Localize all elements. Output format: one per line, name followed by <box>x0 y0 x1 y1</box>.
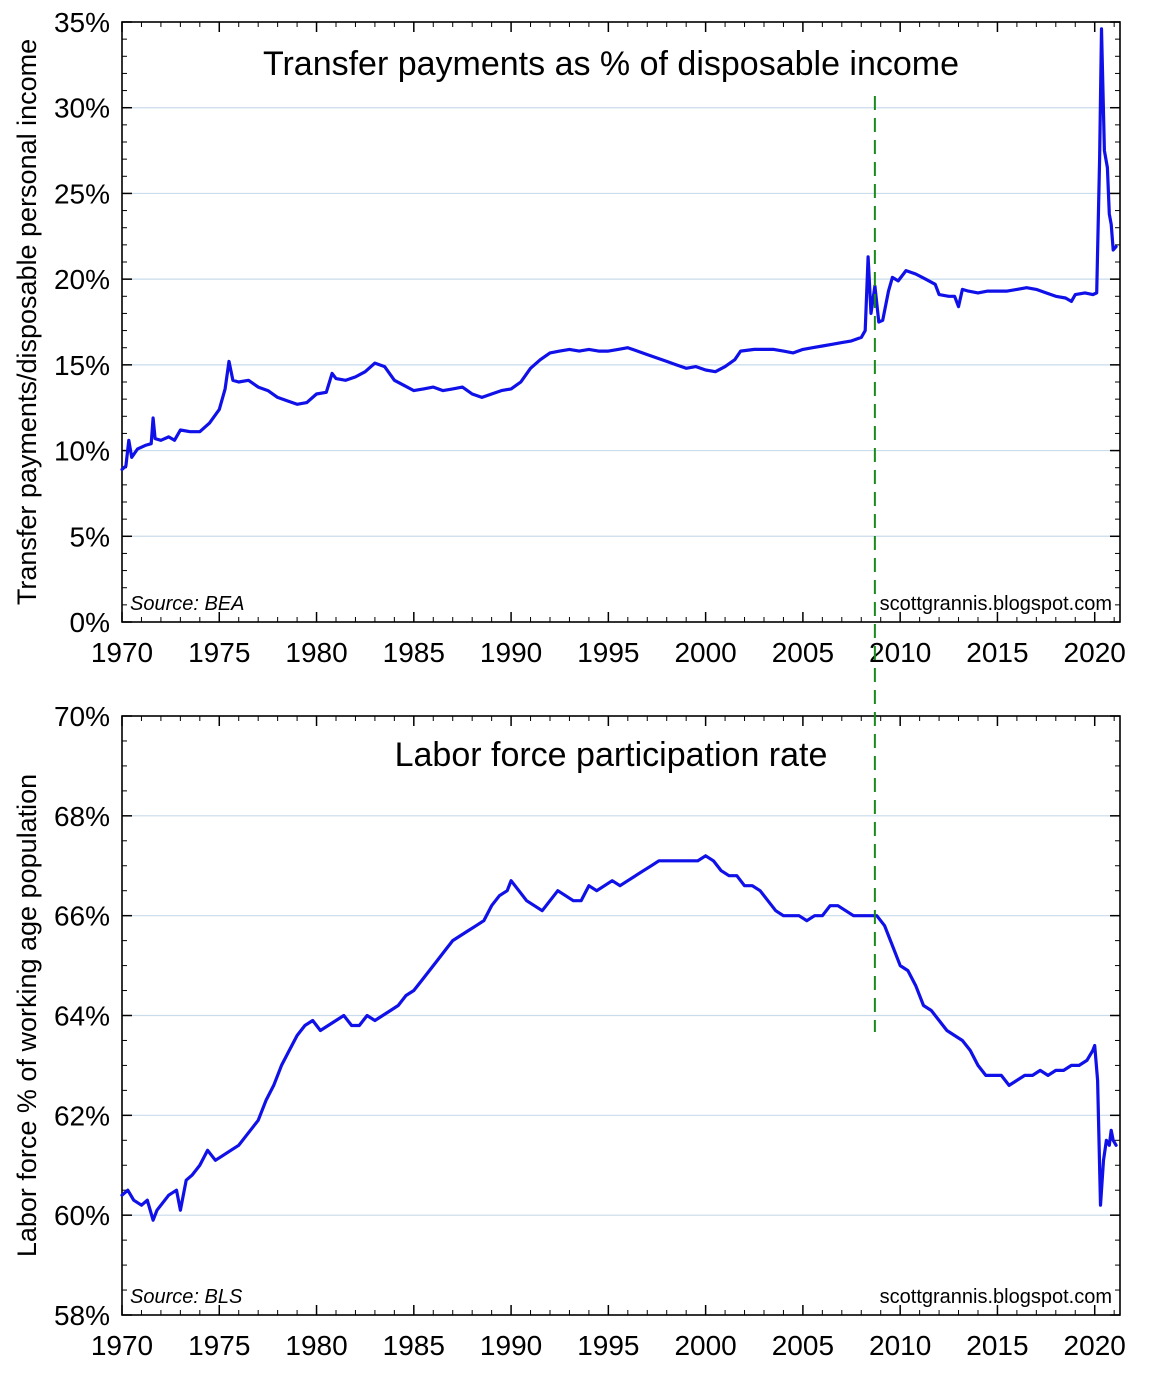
y-tick-label: 58% <box>54 1300 110 1331</box>
x-tick-label: 1970 <box>91 1330 153 1361</box>
y-tick-label: 5% <box>70 521 110 552</box>
y-tick-label: 10% <box>54 436 110 467</box>
x-tick-label: 1995 <box>577 1330 639 1361</box>
y-tick-label: 20% <box>54 264 110 295</box>
x-tick-label: 2000 <box>674 1330 736 1361</box>
y-axis-label: Transfer payments/disposable personal in… <box>12 39 42 605</box>
x-tick-label: 2010 <box>869 637 931 668</box>
chart-title: Transfer payments as % of disposable inc… <box>263 45 959 83</box>
labor-force-panel: 58% 60% 62% 64% 66% 68% 70% 1970 1975 1980 1985 199… <box>12 701 1126 1361</box>
series-line-0 <box>120 854 1118 1222</box>
x-tick-label: 1975 <box>188 637 250 668</box>
x-tick-label: 2005 <box>772 1330 834 1361</box>
x-tick-label: 2020 <box>1064 1330 1126 1361</box>
y-tick-label: 62% <box>54 1100 110 1131</box>
credit-note: scottgrannis.blogspot.com <box>880 1286 1112 1308</box>
y-tick-label: 64% <box>54 1001 110 1032</box>
x-tick-label: 1990 <box>480 637 542 668</box>
transfer-payments-panel: 0% 5% 10% 15% 20% 25% 30% 35% 1970 1975 1980 1985 19… <box>12 7 1126 668</box>
x-tick-label: 1985 <box>383 1330 445 1361</box>
x-tick-label: 2010 <box>869 1330 931 1361</box>
x-tick-label: 2020 <box>1064 637 1126 668</box>
y-tick-label: 25% <box>54 178 110 209</box>
series-line-0 <box>120 27 1118 471</box>
y-tick-label: 70% <box>54 701 110 732</box>
source-note: Source: BEA <box>130 593 245 615</box>
x-tick-label: 1980 <box>285 637 347 668</box>
chart-title: Labor force participation rate <box>395 736 828 774</box>
y-tick-label: 60% <box>54 1200 110 1231</box>
y-tick-label: 66% <box>54 901 110 932</box>
plot-frame <box>121 715 1121 1316</box>
x-tick-label: 1995 <box>577 637 639 668</box>
y-tick-label: 15% <box>54 350 110 381</box>
x-tick-label: 1980 <box>285 1330 347 1361</box>
y-tick-label: 0% <box>70 607 110 638</box>
source-note: Source: BLS <box>130 1286 243 1308</box>
plot-frame <box>121 21 1121 623</box>
y-tick-label: 35% <box>54 7 110 38</box>
y-axis-label: Labor force % of working age population <box>12 774 42 1257</box>
x-tick-label: 1990 <box>480 1330 542 1361</box>
x-tick-label: 2005 <box>772 637 834 668</box>
x-tick-label: 1985 <box>383 637 445 668</box>
y-tick-label: 68% <box>54 801 110 832</box>
x-tick-label: 2000 <box>674 637 736 668</box>
y-tick-label: 30% <box>54 93 110 124</box>
x-tick-label: 2015 <box>966 1330 1028 1361</box>
x-tick-label: 1970 <box>91 637 153 668</box>
x-tick-label: 2015 <box>966 637 1028 668</box>
x-tick-label: 1975 <box>188 1330 250 1361</box>
credit-note: scottgrannis.blogspot.com <box>880 593 1112 615</box>
